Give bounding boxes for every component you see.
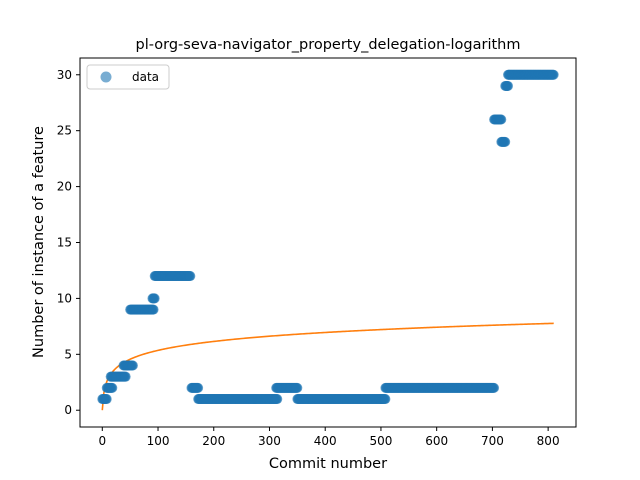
data-point — [128, 361, 138, 371]
x-axis-label: Commit number — [269, 456, 387, 472]
x-tick-label: 400 — [314, 434, 337, 448]
x-tick-label: 200 — [202, 434, 225, 448]
data-point — [107, 383, 117, 393]
data-point — [150, 293, 160, 303]
data-point — [292, 383, 302, 393]
data-point — [102, 394, 112, 404]
data-point — [149, 305, 159, 315]
legend: data — [87, 65, 169, 89]
y-tick-label: 25 — [57, 124, 72, 138]
x-tick-label: 600 — [425, 434, 448, 448]
x-tick-label: 700 — [481, 434, 504, 448]
data-point — [496, 115, 506, 125]
y-tick-label: 15 — [57, 236, 72, 250]
y-axis: 0 5 10 15 20 25 30 — [57, 68, 80, 417]
data-point — [549, 70, 559, 80]
data-point — [121, 372, 131, 382]
y-axis-label: Number of instance of a feature — [31, 126, 47, 358]
x-tick-label: 0 — [98, 434, 106, 448]
y-tick-label: 5 — [64, 347, 72, 361]
x-axis: 0 100 200 300 400 500 600 700 800 — [98, 427, 559, 448]
data-point — [503, 81, 513, 91]
x-tick-label: 300 — [258, 434, 281, 448]
y-tick-label: 20 — [57, 180, 72, 194]
x-tick-label: 500 — [369, 434, 392, 448]
x-tick-label: 800 — [537, 434, 560, 448]
y-tick-label: 0 — [64, 403, 72, 417]
y-tick-label: 30 — [57, 68, 72, 82]
data-point — [500, 137, 510, 147]
data-point — [489, 383, 499, 393]
data-point — [272, 394, 282, 404]
chart-title: pl-org-seva-navigator_property_delegatio… — [136, 37, 521, 53]
legend-label: data — [132, 70, 159, 84]
plot-area — [80, 58, 576, 427]
legend-marker — [101, 72, 112, 83]
data-point — [380, 394, 390, 404]
x-tick-label: 100 — [147, 434, 170, 448]
y-tick-label: 10 — [57, 291, 72, 305]
data-point — [193, 383, 203, 393]
data-point — [185, 271, 195, 281]
